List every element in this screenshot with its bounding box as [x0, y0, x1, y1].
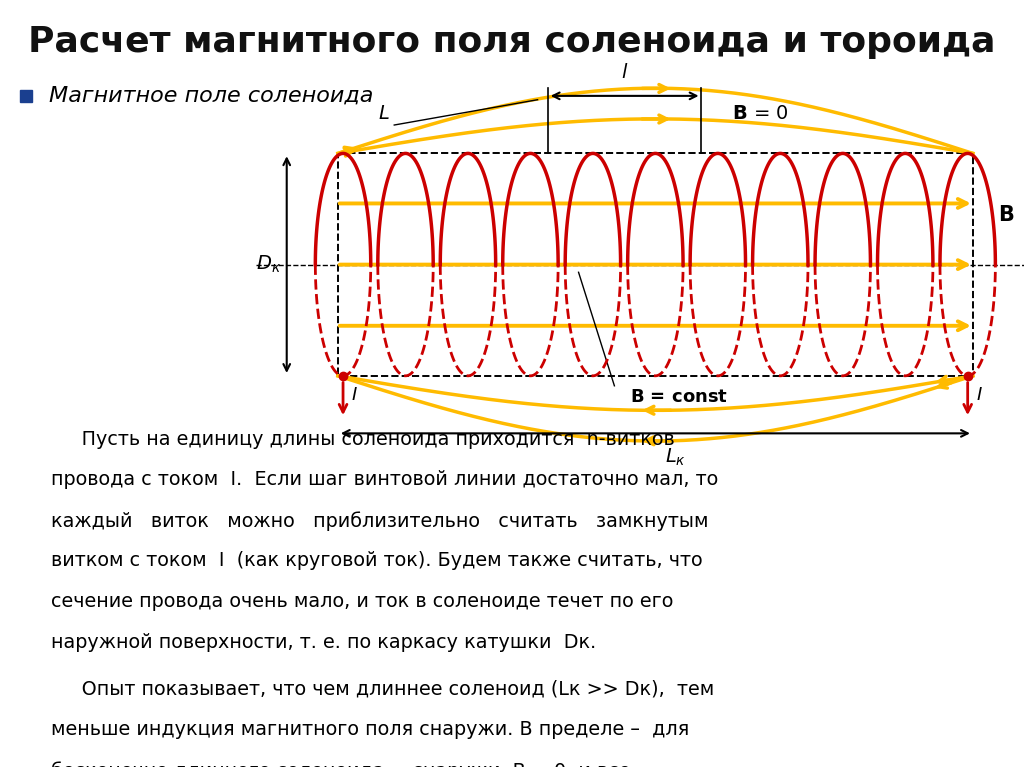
Text: $\mathbf{B}$ = 0: $\mathbf{B}$ = 0: [732, 104, 788, 123]
Text: провода с током  I.  Если шаг винтовой линии достаточно мал, то: провода с током I. Если шаг винтовой лин…: [51, 470, 719, 489]
Text: $I$: $I$: [976, 386, 983, 404]
Text: каждый   виток   можно   приблизительно   считать   замкнутым: каждый виток можно приблизительно считат…: [51, 511, 709, 531]
Text: $D_к$: $D_к$: [256, 254, 282, 275]
Text: Магнитное поле соленоида: Магнитное поле соленоида: [49, 86, 374, 106]
Text: $\mathbf{B}$ = const: $\mathbf{B}$ = const: [630, 388, 728, 407]
Text: меньше индукция магнитного поля снаружи. В пределе –  для: меньше индукция магнитного поля снаружи.…: [51, 720, 689, 739]
Text: $l$: $l$: [621, 63, 629, 82]
Text: витком с током  I  (как круговой ток). Будем также считать, что: витком с током I (как круговой ток). Буд…: [51, 551, 702, 571]
Text: бесконечно длинного соленоида –  снаружи  B = 0  и все: бесконечно длинного соленоида – снаружи …: [51, 761, 631, 767]
Text: Расчет магнитного поля соленоида и тороида: Расчет магнитного поля соленоида и торои…: [29, 25, 995, 59]
Text: $I$: $I$: [351, 386, 358, 404]
Text: Опыт показывает, что чем длиннее соленоид (Lк >> Dк),  тем: Опыт показывает, что чем длиннее соленои…: [51, 680, 715, 699]
Text: наружной поверхности, т. е. по каркасу катушки  Dк.: наружной поверхности, т. е. по каркасу к…: [51, 633, 596, 652]
Text: $L_к$: $L_к$: [666, 447, 686, 469]
Text: сечение провода очень мало, и ток в соленоиде течет по его: сечение провода очень мало, и ток в соле…: [51, 592, 674, 611]
Text: $L$: $L$: [378, 104, 390, 123]
Text: Пусть на единицу длины соленоида приходится  n-витков: Пусть на единицу длины соленоида приходи…: [51, 430, 675, 449]
Text: $\mathbf{B}$: $\mathbf{B}$: [998, 205, 1015, 225]
